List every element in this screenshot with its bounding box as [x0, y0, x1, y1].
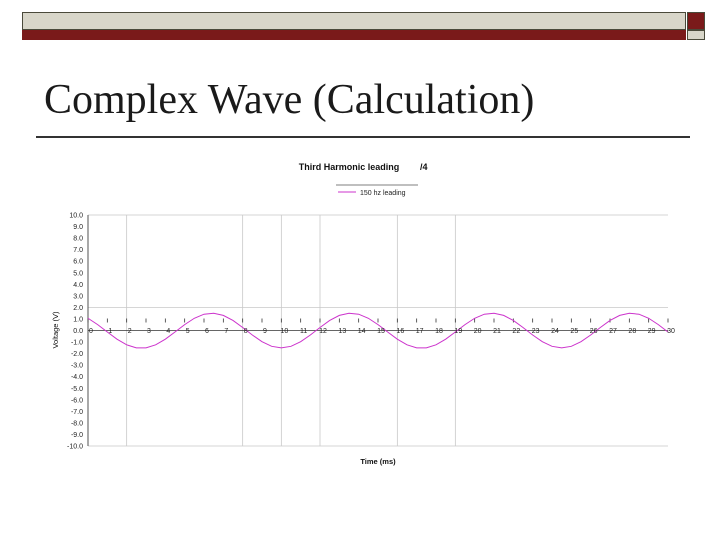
chart-title: Third Harmonic leading	[299, 162, 400, 172]
x-tick-label: 19	[454, 328, 462, 335]
x-tick-label: 1	[108, 328, 112, 335]
y-tick-label: -9.0	[71, 432, 83, 439]
x-tick-label: 30	[667, 328, 675, 335]
x-tick-label: 9	[263, 328, 267, 335]
y-tick-label: 2.0	[73, 305, 83, 312]
legend-entry: 150 hz leading	[360, 190, 406, 197]
y-tick-label: -10.0	[67, 444, 83, 451]
voltage-time-chart: 10.0 9.0 8.0 7.0 6.0 5.0 4.0 3.0 2.0 1.0 0.0 -1.0 -2…	[51, 162, 675, 466]
x-tick-label: 26	[590, 328, 598, 335]
y-tick-label: 4.0	[73, 282, 83, 289]
corner-square-dark	[687, 12, 705, 30]
x-tick-label: 17	[416, 328, 424, 335]
x-tick-label: 13	[338, 328, 346, 335]
x-tick-label: 11	[300, 328, 307, 335]
x-tick-label: 14	[358, 328, 366, 335]
x-axis-label: Time (ms)	[360, 457, 396, 466]
y-tick-label: -3.0	[71, 363, 83, 370]
x-tick-label: 27	[609, 328, 617, 335]
top-bar-light	[22, 12, 686, 30]
tick-labels: 10.0 9.0 8.0 7.0 6.0 5.0 4.0 3.0 2.0 1.0 0.0 -1.0 -2…	[67, 213, 675, 451]
y-tick-label: -6.0	[71, 397, 83, 404]
y-tick-label: 7.0	[73, 247, 83, 254]
y-tick-label: 1.0	[73, 316, 83, 323]
x-tick-label: 3	[147, 328, 151, 335]
x-tick-label: 6	[205, 328, 209, 335]
y-tick-label: 0.0	[73, 328, 83, 335]
y-axis-label: Voltage (V)	[51, 311, 60, 349]
axes	[87, 215, 669, 446]
y-tick-label: 3.0	[73, 293, 83, 300]
x-tick-label: 28	[628, 328, 636, 335]
y-tick-label: 10.0	[69, 213, 83, 220]
title-rule	[36, 136, 690, 138]
slide-title: Complex Wave (Calculation)	[44, 77, 535, 123]
corner-square-light	[687, 30, 705, 40]
x-tick-label: 7	[224, 328, 228, 335]
x-tick-label: 8	[244, 328, 248, 335]
x-tick-label: 5	[186, 328, 190, 335]
y-tick-label: -2.0	[71, 351, 83, 358]
x-tick-label: 15	[377, 328, 385, 335]
x-tick-label: 25	[570, 328, 578, 335]
series-line	[87, 312, 669, 349]
x-tick-label: 2	[128, 328, 132, 335]
x-tick-label: 18	[435, 328, 443, 335]
x-tick-label: 4	[166, 328, 170, 335]
x-tick-label: 22	[512, 328, 520, 335]
x-tick-label: 24	[551, 328, 559, 335]
x-tick-label: 12	[319, 328, 327, 335]
series-layer	[87, 312, 669, 349]
x-tick-label: 20	[474, 328, 482, 335]
y-tick-label: 9.0	[73, 224, 83, 231]
x-tick-label: 16	[396, 328, 404, 335]
y-tick-label: 5.0	[73, 270, 83, 277]
y-tick-label: -4.0	[71, 374, 83, 381]
x-tick-label: 29	[648, 328, 656, 335]
chart-title-suffix: /4	[420, 162, 428, 172]
x-tick-label: 0	[89, 328, 93, 335]
y-tick-label: -1.0	[71, 340, 83, 347]
y-tick-label: 6.0	[73, 259, 83, 266]
y-tick-label: -8.0	[71, 420, 83, 427]
y-tick-label: -5.0	[71, 386, 83, 393]
y-tick-label: 8.0	[73, 236, 83, 243]
x-tick-label: 21	[493, 328, 501, 335]
top-bar-dark	[22, 30, 686, 40]
y-tick-label: -7.0	[71, 409, 83, 416]
x-tick-label: 10	[280, 328, 288, 335]
x-tick-label: 23	[532, 328, 540, 335]
